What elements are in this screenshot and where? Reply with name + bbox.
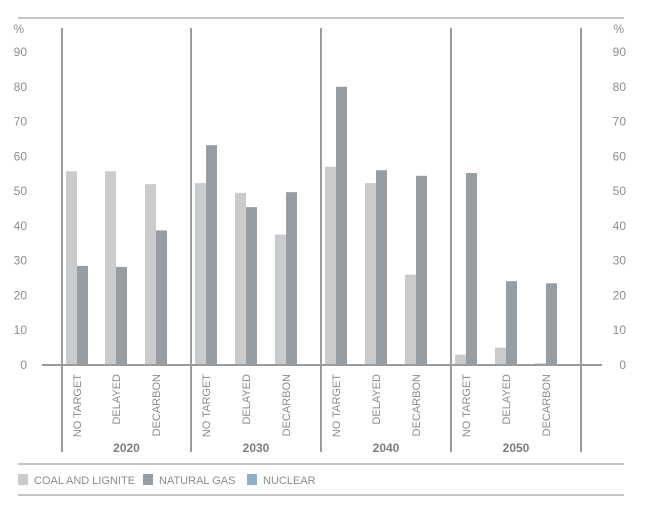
bar [506,281,517,365]
bar [145,184,156,365]
y-tick-label-right: 30 [613,254,627,268]
bar [206,145,217,365]
bar [286,192,297,365]
group-label: 2040 [373,441,400,455]
y-tick-label-right: 70 [613,115,627,129]
legend-swatch [247,474,257,485]
y-tick-label-right: 20 [613,288,627,302]
bar [405,274,416,365]
bar [455,354,466,365]
category-label: DECARBON [411,374,423,436]
bar [156,230,167,365]
group-label: 2020 [113,441,140,455]
y-tick-label-left: 0 [20,358,27,372]
y-tick-label-right: 50 [613,184,627,198]
y-tick-label-right: 80 [613,80,627,94]
bar [466,173,477,365]
y-tick-label-left: 80 [14,80,28,94]
bar [416,175,427,365]
bar [105,171,116,365]
y-tick-label-left: 50 [14,184,28,198]
category-label: DELAYED [111,374,123,425]
legend-label: NATURAL GAS [159,475,235,487]
bar [365,183,376,365]
category-label: DECARBON [281,374,293,436]
bar [325,166,336,365]
legend-swatch [143,474,153,485]
legend-label: COAL AND LIGNITE [34,475,135,487]
y-tick-label-right: 0 [619,358,626,372]
category-label: NO TARGET [201,374,213,437]
category-label: NO TARGET [461,374,473,437]
group-label: 2050 [503,441,530,455]
category-label: DELAYED [501,374,513,425]
y-tick-label-left: 90 [14,45,28,59]
group-label: 2030 [243,441,270,455]
y-tick-label-right: 60 [613,149,627,163]
bar [77,265,88,365]
bar [235,192,246,365]
y-tick-label-left: 70 [14,115,28,129]
category-label: DECARBON [151,374,163,436]
y-tick-label-right: 10 [613,323,627,337]
bar [546,283,557,365]
y-unit-right: % [613,22,624,36]
bar [495,347,506,365]
y-tick-label-left: 60 [14,149,28,163]
y-tick-label-left: 10 [14,323,28,337]
y-tick-label-left: 20 [14,288,28,302]
legend-label: NUCLEAR [263,475,316,487]
bar [195,183,206,365]
y-tick-label-right: 90 [613,45,627,59]
legend-swatch [18,474,28,485]
category-label: DELAYED [241,374,253,425]
y-tick-label-right: 40 [613,219,627,233]
bar [336,86,347,365]
bar [66,171,77,365]
category-label: NO TARGET [331,374,343,437]
y-tick-label-left: 30 [14,254,28,268]
bar [275,234,286,365]
category-label: DECARBON [541,374,553,436]
bar [376,170,387,365]
y-unit-left: % [13,22,24,36]
category-label: DELAYED [371,374,383,425]
bar [246,207,257,365]
bar [116,266,127,365]
category-label: NO TARGET [72,374,84,437]
y-tick-label-left: 40 [14,219,28,233]
